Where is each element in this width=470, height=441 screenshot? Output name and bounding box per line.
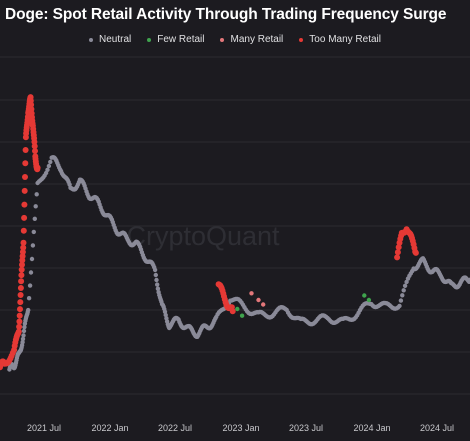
x-tick-label: 2023 Jul — [289, 423, 323, 433]
data-point — [20, 227, 27, 234]
data-point — [21, 201, 28, 208]
data-point — [28, 270, 34, 275]
data-point — [395, 244, 402, 251]
data-point — [394, 254, 401, 261]
data-point — [467, 277, 470, 282]
data-point — [155, 286, 161, 291]
data-point — [18, 272, 25, 279]
x-tick-label: 2021 Jul — [27, 423, 61, 433]
data-point — [256, 297, 261, 303]
legend-item-few-retail[interactable]: Few Retail — [147, 34, 204, 45]
data-point — [22, 174, 28, 180]
data-point — [18, 266, 25, 273]
data-point — [21, 328, 27, 334]
data-point — [33, 204, 38, 209]
data-point — [31, 229, 36, 235]
legend-label-few-retail: Few Retail — [157, 34, 205, 45]
legend-marker-many-retail — [220, 37, 225, 42]
legend-label-neutral: Neutral — [98, 34, 132, 45]
data-point — [404, 279, 409, 285]
legend-item-neutral[interactable]: Neutral — [88, 34, 132, 45]
data-point — [22, 160, 29, 167]
data-point — [229, 308, 236, 315]
data-point — [16, 318, 23, 325]
data-point — [48, 159, 53, 165]
legend-item-too-many-retail[interactable]: Too Many Retail — [299, 34, 381, 45]
data-point — [17, 306, 23, 313]
x-tick-label: 2024 Jan — [353, 423, 390, 433]
data-point — [21, 214, 28, 221]
chart-title: Doge: Spot Retail Activity Through Tradi… — [5, 6, 447, 23]
data-point — [34, 164, 41, 171]
data-point — [32, 148, 38, 154]
data-point — [163, 312, 168, 318]
data-point — [20, 244, 27, 251]
x-tick-label: 2022 Jul — [158, 423, 192, 433]
legend-marker-neutral — [88, 37, 93, 42]
data-point — [366, 297, 372, 303]
data-point — [27, 283, 33, 288]
x-tick-label: 2023 Jan — [222, 423, 259, 433]
data-point — [22, 324, 27, 330]
data-point — [261, 302, 266, 307]
data-point — [28, 106, 35, 113]
data-point — [19, 249, 26, 255]
series-many-retail — [249, 291, 266, 307]
data-point — [154, 277, 159, 283]
data-point — [32, 216, 37, 221]
data-point — [394, 249, 401, 256]
data-point — [17, 299, 24, 306]
data-point — [152, 267, 158, 273]
legend-marker-too-many-retail — [299, 37, 304, 42]
data-point — [34, 192, 39, 197]
series-too-many-retail — [0, 94, 419, 371]
x-tick-label: 2024 Jul — [420, 423, 454, 433]
data-point — [20, 336, 26, 342]
data-point — [31, 143, 38, 150]
series-neutral — [7, 155, 470, 372]
data-point — [29, 256, 35, 262]
data-point — [45, 167, 50, 172]
legend-label-many-retail: Many Retail — [230, 34, 284, 45]
legend-item-many-retail[interactable]: Many Retail — [220, 34, 283, 45]
series-few-retail — [235, 293, 372, 318]
data-point — [21, 187, 28, 194]
data-point — [400, 293, 405, 298]
data-point — [16, 323, 23, 330]
data-point — [15, 328, 22, 335]
data-point — [155, 282, 160, 287]
data-point — [398, 298, 404, 303]
data-point — [46, 163, 52, 169]
data-point — [19, 261, 25, 268]
data-point — [30, 243, 36, 248]
data-point — [397, 303, 402, 309]
data-point — [20, 340, 25, 345]
data-point — [18, 278, 25, 285]
x-tick-label: 2022 Jan — [91, 423, 128, 433]
legend-marker-few-retail — [147, 37, 152, 42]
data-point — [362, 293, 367, 298]
data-point — [28, 101, 35, 108]
watermark: CryptoQuant — [126, 221, 280, 251]
data-point — [26, 296, 32, 301]
data-point — [239, 313, 245, 318]
data-point — [249, 291, 254, 296]
data-point — [153, 272, 158, 278]
data-point — [21, 333, 26, 338]
data-point — [22, 147, 29, 153]
legend-label-too-many-retail: Too Many Retail — [309, 34, 381, 45]
data-point — [26, 307, 31, 313]
data-point — [412, 249, 419, 256]
data-point — [235, 306, 240, 312]
data-point — [20, 239, 27, 246]
data-point — [16, 312, 23, 319]
data-point — [401, 288, 406, 293]
data-point — [402, 283, 408, 288]
data-point — [17, 292, 24, 298]
chart-legend: Neutral Few Retail Many Retail Too Many … — [0, 34, 470, 45]
data-point — [17, 285, 24, 291]
